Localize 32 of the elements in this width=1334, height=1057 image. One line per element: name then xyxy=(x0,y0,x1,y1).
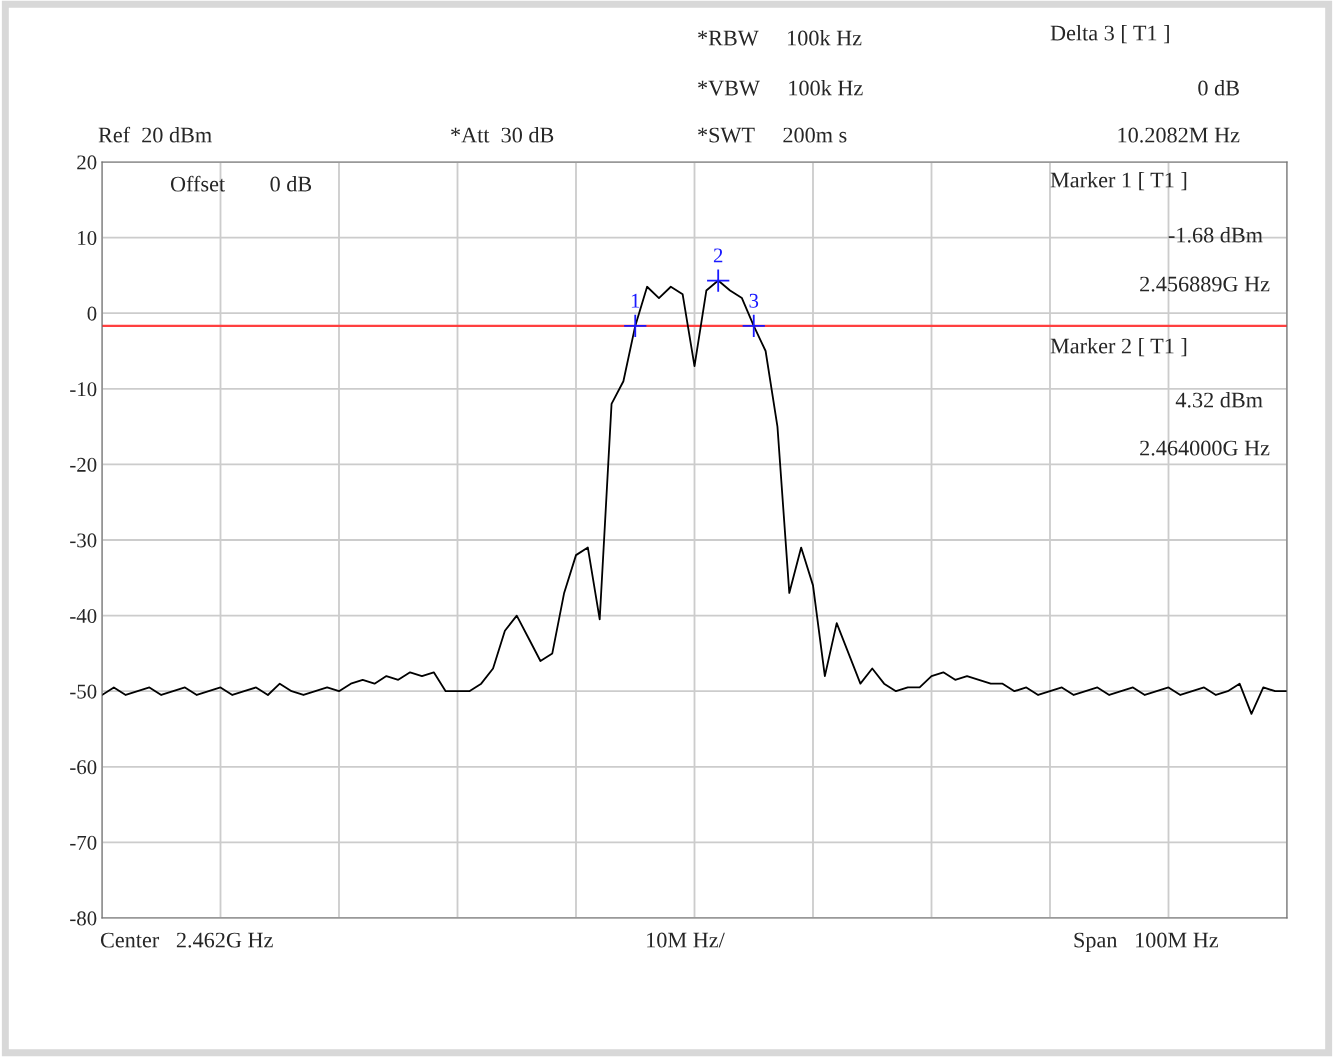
annotation: 2 xyxy=(713,248,723,263)
text: *VBW 100k Hz xyxy=(698,79,863,96)
text: *RBW 100k Hz xyxy=(698,29,862,46)
y-tick-label: 10 xyxy=(78,230,97,246)
annotation: 4.32 dBm xyxy=(1175,391,1263,408)
annotation: 2.456889G Hz xyxy=(1140,276,1270,292)
annotation: 2.464000G Hz xyxy=(1140,440,1270,456)
y-tick-label: -70 xyxy=(70,835,97,850)
y-tick-label: -40 xyxy=(70,608,97,624)
y-tick-label: -30 xyxy=(70,533,97,548)
y-tick-label: -50 xyxy=(70,684,97,699)
text: 0 dB xyxy=(1198,79,1239,96)
text: Span 100M Hz xyxy=(1074,932,1219,953)
text: Center 2.462G Hz xyxy=(100,932,273,948)
annotation: Marker 1 [ T1 ] xyxy=(1050,171,1187,191)
annotation: Marker 2 [ T1 ] xyxy=(1050,337,1187,357)
text: Delta 3 [ T1 ] xyxy=(1050,24,1169,44)
y-tick-label: -80 xyxy=(70,911,97,926)
text: Ref 20 dBm xyxy=(98,126,212,143)
annotation: -1.68 dBm xyxy=(1168,226,1263,243)
annotation: 3 xyxy=(749,293,759,308)
text: *SWT 200m s xyxy=(698,127,847,143)
text: 10.2082M Hz xyxy=(1118,127,1240,143)
text: *Att 30 dB xyxy=(451,126,554,143)
text: 10M Hz/ xyxy=(647,932,725,948)
y-tick-label: 0 xyxy=(87,306,97,321)
y-tick-label: -10 xyxy=(70,382,97,397)
y-tick-label: -60 xyxy=(70,760,97,775)
y-tick-label: -20 xyxy=(70,457,97,472)
y-tick-label: 20 xyxy=(77,155,97,170)
annotation: Offset 0 dB xyxy=(170,175,312,192)
annotation: 1 xyxy=(631,293,640,308)
